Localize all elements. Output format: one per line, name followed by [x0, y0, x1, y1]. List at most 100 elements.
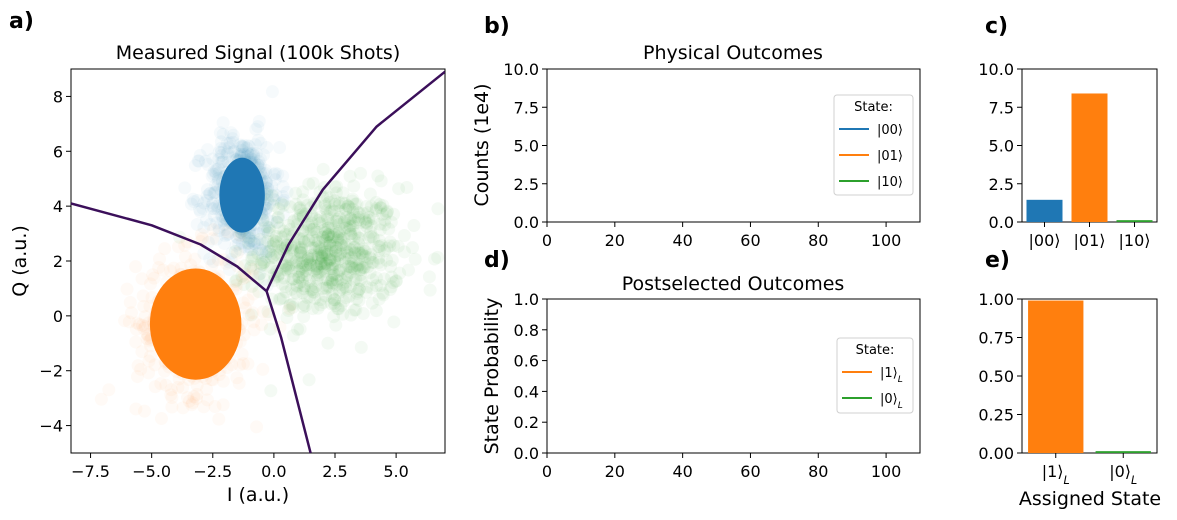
scatter-point-2 [332, 302, 346, 316]
scatter-point-1 [135, 272, 149, 286]
scatter-point-2 [347, 232, 361, 246]
scatter-point-2 [307, 285, 321, 299]
scatter-point-2 [328, 244, 342, 258]
scatter-point-2 [359, 285, 373, 299]
scatter-point-2 [306, 223, 320, 237]
scatter-point-2 [323, 262, 337, 276]
scatter-point-2 [290, 287, 304, 301]
chart-c-ytick-label: 10.0 [978, 60, 1014, 79]
scatter-point-0 [260, 141, 274, 155]
scatter-point-1 [165, 391, 179, 405]
chart-a-ytick-label: −2 [39, 362, 63, 381]
scatter-point-2 [281, 304, 295, 318]
scatter-point-2 [295, 256, 309, 270]
scatter-point-1 [188, 252, 202, 266]
scatter-point-2 [310, 273, 324, 287]
scatter-point-2 [349, 216, 363, 230]
scatter-point-0 [201, 235, 215, 249]
scatter-point-0 [234, 147, 248, 161]
scatter-point-2 [309, 280, 323, 294]
chart-a-ytick-label: 2 [53, 252, 63, 271]
scatter-point-0 [215, 148, 229, 162]
scatter-point-2 [375, 207, 389, 221]
scatter-point-2 [255, 258, 269, 272]
scatter-point-2 [340, 244, 354, 258]
scatter-point-2 [284, 264, 298, 278]
scatter-point-0 [222, 141, 236, 155]
scatter-point-0 [242, 240, 256, 254]
scatter-point-2 [294, 243, 308, 257]
scatter-point-1 [239, 270, 253, 284]
chart-c-xtick-label: |01⟩ [1074, 231, 1106, 250]
scatter-point-2 [293, 276, 307, 290]
scatter-point-1 [164, 383, 178, 397]
scatter-point-2 [272, 221, 286, 235]
chart-b-xtick-label: 20 [605, 231, 625, 250]
scatter-point-2 [321, 212, 335, 226]
scatter-point-2 [350, 261, 364, 275]
scatter-point-2 [347, 303, 361, 317]
scatter-point-1 [208, 399, 222, 413]
scatter-point-0 [191, 154, 205, 168]
scatter-point-0 [268, 173, 282, 187]
scatter-point-0 [265, 185, 279, 199]
scatter-point-2 [331, 268, 345, 282]
scatter-point-2 [325, 273, 339, 287]
scatter-point-0 [249, 147, 263, 161]
scatter-point-0 [223, 136, 237, 150]
scatter-point-2 [317, 296, 331, 310]
chart-e-xtick-label: |1⟩L [1042, 462, 1070, 487]
scatter-point-0 [259, 166, 273, 180]
scatter-point-0 [269, 188, 283, 202]
scatter-point-2 [316, 162, 330, 176]
scatter-point-1 [102, 383, 116, 397]
scatter-point-2 [336, 307, 350, 321]
scatter-point-2 [319, 202, 333, 216]
scatter-point-2 [366, 273, 380, 287]
scatter-point-2 [242, 231, 256, 245]
scatter-point-2 [307, 221, 321, 235]
scatter-point-2 [304, 258, 318, 272]
scatter-point-2 [369, 304, 383, 318]
scatter-point-2 [371, 239, 385, 253]
scatter-point-2 [353, 216, 367, 230]
legend-frame [833, 94, 914, 196]
scatter-point-0 [224, 253, 238, 267]
scatter-point-2 [291, 264, 305, 278]
scatter-point-2 [348, 197, 362, 211]
scatter-point-2 [289, 254, 303, 268]
legend-frame [836, 337, 914, 414]
scatter-point-2 [362, 210, 376, 224]
scatter-point-2 [358, 244, 372, 258]
scatter-point-1 [246, 287, 260, 301]
scatter-point-2 [383, 235, 397, 249]
scatter-point-2 [254, 259, 268, 273]
scatter-point-2 [355, 246, 369, 260]
scatter-point-2 [322, 252, 336, 266]
scatter-point-2 [297, 297, 311, 311]
scatter-point-2 [327, 293, 341, 307]
scatter-point-2 [372, 233, 386, 247]
scatter-point-1 [195, 231, 209, 245]
scatter-point-2 [314, 243, 328, 257]
scatter-point-0 [216, 154, 230, 168]
scatter-point-2 [315, 215, 329, 229]
scatter-point-2 [246, 249, 260, 263]
scatter-point-0 [212, 152, 226, 166]
scatter-point-0 [237, 229, 251, 243]
scatter-point-2 [363, 266, 377, 280]
scatter-point-0 [242, 243, 256, 257]
chart-a-title: Measured Signal (100k Shots) [116, 42, 400, 64]
scatter-point-2 [323, 205, 337, 219]
scatter-point-2 [331, 214, 345, 228]
scatter-point-0 [209, 185, 223, 199]
scatter-point-0 [271, 167, 285, 181]
scatter-point-0 [235, 236, 249, 250]
scatter-point-2 [376, 286, 390, 300]
scatter-point-2 [264, 247, 278, 261]
scatter-point-2 [320, 247, 334, 261]
scatter-point-2 [286, 329, 300, 343]
scatter-point-1 [171, 240, 185, 254]
scatter-point-2 [373, 198, 387, 212]
scatter-point-2 [301, 251, 315, 265]
